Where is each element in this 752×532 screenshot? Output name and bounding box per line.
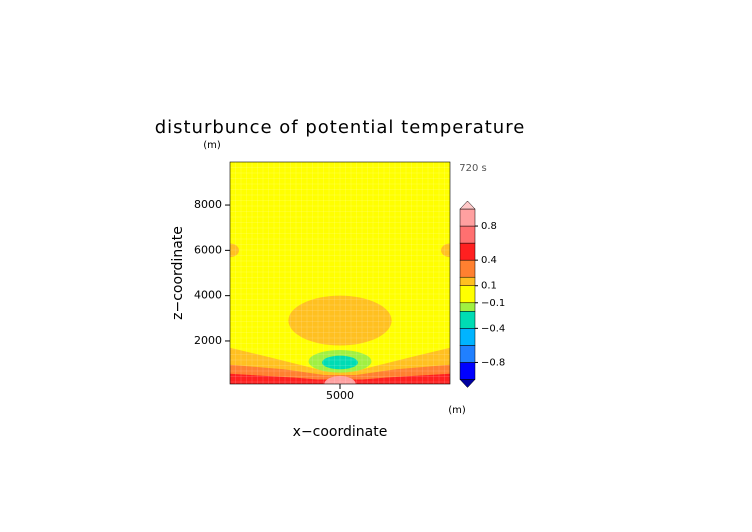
colorbar-segment xyxy=(459,285,476,304)
colorbar-segment xyxy=(459,259,476,278)
colorbar-segment xyxy=(459,328,476,346)
x-axis-title: x−coordinate xyxy=(293,424,388,440)
contour-region xyxy=(288,295,392,346)
colorbar-segment xyxy=(459,276,476,286)
contour-region xyxy=(230,373,450,384)
x-unit: (m) xyxy=(448,405,466,416)
background-field xyxy=(230,162,450,384)
x-tick-label: 5000 xyxy=(326,389,354,402)
colorbar-segment xyxy=(459,225,476,244)
y-tick-label: 4000 xyxy=(194,289,222,302)
contour-region xyxy=(322,355,358,370)
colorbar-over xyxy=(459,200,476,210)
colorbar-segment xyxy=(459,345,476,363)
colorbar-segment xyxy=(459,362,476,380)
y-tick-label: 6000 xyxy=(194,243,222,256)
colorbar-tick-label: 0.8 xyxy=(481,221,497,232)
colorbar-tick-label: 0.4 xyxy=(481,255,497,266)
y-axis-title: z−coordinate xyxy=(170,226,186,320)
colorbar-segment xyxy=(459,302,476,312)
y-tick-label: 8000 xyxy=(194,198,222,211)
colorbar-tick-label: −0.4 xyxy=(481,323,505,334)
contour-region xyxy=(441,243,450,258)
y-tick-label: 2000 xyxy=(194,334,222,347)
colorbar-segment xyxy=(459,311,476,329)
colorbar-segment xyxy=(459,208,476,227)
colorbar-tick-label: 0.1 xyxy=(481,281,497,292)
colorbar-segment xyxy=(459,242,476,261)
plot-area xyxy=(230,162,450,384)
colorbar-tick-label: −0.8 xyxy=(481,357,505,368)
time-label: 720 s xyxy=(459,163,486,174)
contour-region xyxy=(230,243,239,258)
colorbar-tick-label: −0.1 xyxy=(481,298,505,309)
contour-region xyxy=(324,376,356,384)
chart-title: disturbunce of potential temperature xyxy=(155,117,526,138)
y-unit: (m) xyxy=(203,140,221,151)
colorbar-under xyxy=(459,379,476,388)
